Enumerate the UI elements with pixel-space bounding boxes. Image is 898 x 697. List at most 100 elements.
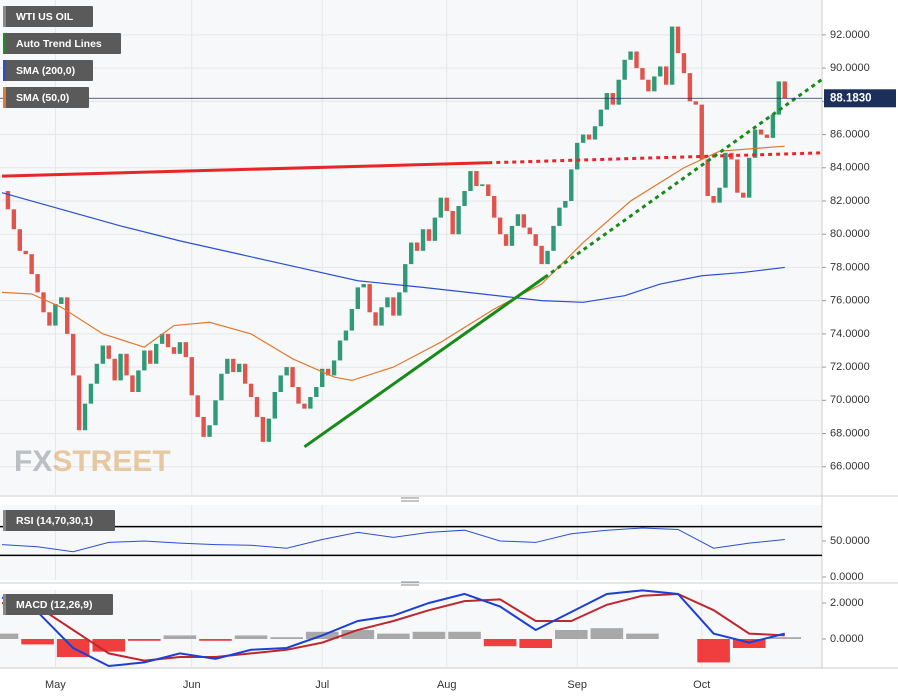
- candle: [681, 53, 687, 74]
- resize-handle[interactable]: [401, 581, 419, 586]
- histogram-bar: [768, 637, 802, 639]
- y-tick-label: 0.0000: [830, 571, 864, 583]
- legend-item[interactable]: MACD (12,26,9): [3, 594, 113, 615]
- candle: [11, 209, 17, 230]
- histogram-bar: [21, 638, 54, 645]
- candle: [94, 363, 100, 384]
- x-tick-label: Aug: [437, 679, 457, 691]
- candle: [752, 129, 758, 158]
- candle: [142, 350, 147, 371]
- candle: [432, 217, 438, 241]
- last-price-label: 88.1830: [830, 92, 872, 104]
- candle: [497, 217, 503, 235]
- candle: [302, 403, 307, 409]
- macd-line: [1, 589, 786, 668]
- legend-item[interactable]: Auto Trend Lines: [3, 33, 121, 54]
- candle: [693, 101, 699, 105]
- y-tick-label: 68.0000: [830, 427, 870, 439]
- candle: [450, 210, 455, 235]
- y-tick-label: 78.0000: [830, 261, 870, 273]
- candle: [545, 250, 550, 265]
- legend-swatch: [3, 87, 6, 108]
- candle: [195, 395, 200, 417]
- candle: [770, 114, 776, 138]
- candle: [136, 370, 141, 393]
- trend-line: [1, 161, 489, 178]
- legend-item[interactable]: RSI (14,70,30,1): [3, 510, 115, 531]
- candle: [628, 51, 633, 60]
- candle: [533, 234, 538, 246]
- candle: [17, 229, 22, 251]
- candle: [189, 357, 194, 396]
- candle: [782, 81, 787, 99]
- candle: [47, 312, 52, 326]
- legend-label: SMA (200,0): [16, 65, 75, 77]
- watermark-part: STREET: [52, 445, 170, 478]
- candle: [456, 205, 461, 235]
- watermark-part: FX: [14, 445, 52, 478]
- y-tick-label: 74.0000: [830, 328, 870, 340]
- candle: [171, 347, 177, 354]
- candle: [183, 342, 189, 358]
- candle: [23, 250, 28, 255]
- legend-swatch: [3, 6, 6, 27]
- candle: [586, 134, 592, 140]
- histogram-bar: [412, 631, 446, 639]
- trend-line: [303, 276, 546, 449]
- candle: [361, 284, 366, 288]
- rsi-panel: [0, 505, 822, 580]
- candle: [575, 142, 580, 170]
- candle: [59, 297, 64, 304]
- histogram-bar: [163, 635, 197, 639]
- candle: [397, 292, 402, 316]
- legend-label: WTI US OIL: [16, 11, 74, 23]
- y-tick-label: 76.0000: [830, 295, 870, 307]
- histogram-bar: [519, 638, 552, 649]
- candle: [468, 171, 473, 192]
- legend-item[interactable]: SMA (50,0): [3, 87, 89, 108]
- candle: [266, 418, 272, 442]
- sma-line: [1, 145, 785, 382]
- watermark: FXSTREET: [14, 445, 171, 478]
- legend-item[interactable]: SMA (200,0): [3, 60, 93, 81]
- candle: [474, 171, 479, 187]
- candle: [408, 242, 414, 265]
- legend-box: [3, 33, 121, 54]
- histogram-bar: [483, 638, 517, 647]
- candle: [551, 225, 556, 251]
- candle: [201, 416, 206, 437]
- candle: [41, 292, 46, 313]
- candle: [592, 126, 598, 140]
- candle: [414, 242, 420, 251]
- candle: [242, 363, 248, 384]
- candle: [355, 287, 360, 309]
- candle: [165, 333, 171, 348]
- candle: [207, 425, 212, 437]
- histogram-bar: [199, 638, 232, 641]
- histogram-bar: [128, 638, 161, 641]
- candle: [225, 358, 230, 374]
- legend-item[interactable]: WTI US OIL: [3, 6, 93, 27]
- candle: [420, 229, 426, 251]
- candle: [177, 342, 183, 354]
- candle: [622, 59, 627, 80]
- candle: [521, 214, 527, 228]
- histogram-bar: [697, 638, 730, 663]
- candle: [331, 360, 337, 376]
- candle: [503, 234, 509, 246]
- candle: [278, 375, 283, 393]
- candle: [527, 227, 532, 235]
- candle: [284, 367, 289, 376]
- candle: [237, 363, 242, 373]
- y-tick-label: 90.0000: [830, 62, 870, 74]
- candle: [569, 169, 574, 201]
- candle: [699, 104, 704, 160]
- candle: [153, 343, 159, 364]
- candle: [426, 229, 432, 241]
- legend-box: [3, 87, 89, 108]
- histogram-bar: [377, 633, 410, 639]
- candle: [373, 312, 378, 326]
- legend-box: [3, 510, 115, 531]
- resize-handle[interactable]: [401, 497, 419, 502]
- candle: [112, 358, 117, 381]
